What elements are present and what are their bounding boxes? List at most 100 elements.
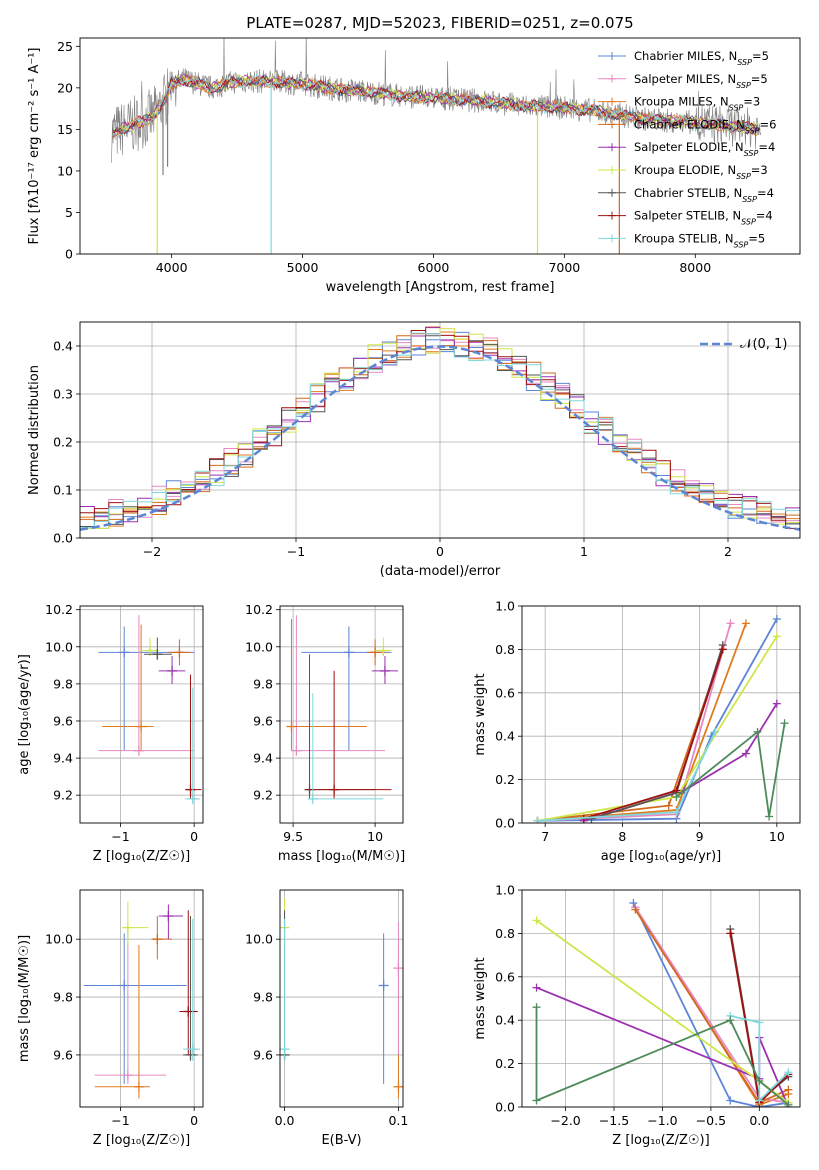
x-axis-label: age [log₁₀(age/yr)]	[601, 849, 722, 864]
x-tick-label: 1	[580, 544, 588, 559]
x-axis-label: (data-model)/error	[380, 564, 501, 579]
x-tick-label: −1	[111, 1113, 129, 1128]
y-tick-label: 10.0	[245, 639, 273, 654]
legend-label: Salpeter MILES, NSSP=5	[634, 72, 768, 90]
y-tick-label: 9.8	[53, 676, 73, 691]
y-tick-label: 0	[65, 247, 73, 262]
x-tick-label: 10	[769, 829, 785, 844]
y-tick-label: 9.4	[253, 751, 273, 766]
axes-frame	[79, 889, 204, 1108]
y-tick-label: 15	[57, 122, 73, 137]
y-tick-label: 0.3	[53, 387, 73, 402]
series-line	[634, 906, 789, 1104]
histogram-step	[80, 332, 800, 529]
plot-area-ebv_mass	[280, 898, 403, 1099]
legend-label: 𝒩(0, 1)	[740, 337, 787, 352]
axes-frame	[79, 605, 204, 824]
x-tick-label: 9.5	[283, 829, 303, 844]
plot-area-z_age	[98, 615, 202, 804]
axes-frame	[79, 37, 801, 255]
y-tick-label: 0.6	[495, 685, 515, 700]
plot-area-spectrum	[111, 38, 761, 254]
panel-residuals: −2 −1 0 1 2 0.0 0.1 0.2 0.3 0.4 (data-model)/error…	[27, 321, 801, 579]
x-axis-label: Z [log₁₀(Z/Z☉)]	[93, 849, 190, 864]
x-tick-label: 7000	[548, 260, 580, 275]
y-tick-label: 10.2	[245, 602, 273, 617]
y-axis-label: mass weight	[473, 957, 488, 1039]
series-line	[583, 649, 724, 820]
legend-label: Salpeter STELIB, NSSP=4	[634, 209, 773, 227]
legend-label: Chabrier MILES, NSSP=5	[634, 49, 769, 67]
panel-z_mass: −1 0 9.6 9.8 10.0 Z [log₁₀(Z/Z☉)] mass [log₁₀(…	[17, 889, 204, 1148]
model-spectrum-line	[112, 73, 759, 140]
series-line	[591, 644, 724, 820]
x-tick-label: 8000	[679, 260, 711, 275]
y-tick-label: 0.4	[495, 729, 515, 744]
y-tick-label: 0.8	[495, 926, 515, 941]
plot-area-z_weight	[532, 899, 793, 1107]
axes-frame	[521, 889, 801, 1108]
series-line	[634, 909, 789, 1104]
axes-frame	[521, 605, 801, 824]
axes-frame	[79, 321, 801, 539]
legend-label: Kroupa MILES, NSSP=3	[634, 95, 760, 113]
model-spectrum-line	[112, 74, 759, 135]
x-tick-label: 0	[436, 544, 444, 559]
y-tick-label: 10.0	[45, 639, 73, 654]
x-tick-label: −1	[287, 544, 305, 559]
y-tick-label: 9.2	[253, 788, 273, 803]
series-line	[675, 723, 786, 817]
y-tick-label: 10	[57, 163, 73, 178]
y-tick-label: 9.2	[53, 788, 73, 803]
model-spectrum-line	[112, 73, 759, 139]
x-tick-label: 7	[541, 829, 549, 844]
y-tick-label: 0.8	[495, 642, 515, 657]
model-spectrum-line	[112, 74, 759, 134]
x-tick-label: 0	[190, 1113, 198, 1128]
y-tick-label: 0.2	[495, 772, 515, 787]
plot-area-residuals	[80, 326, 800, 531]
series-line	[537, 623, 732, 822]
y-axis-label: age [log₁₀(age/yr)]	[17, 654, 32, 775]
y-tick-label: 10.0	[45, 932, 73, 947]
x-tick-label: 6000	[418, 260, 450, 275]
legend-label: Chabrier ELODIE, NSSP=6	[634, 117, 776, 135]
x-tick-label: −2	[143, 544, 161, 559]
axes-frame	[279, 889, 404, 1108]
y-tick-label: 0.2	[53, 435, 73, 450]
y-tick-label: 25	[57, 39, 73, 54]
y-tick-label: 0.4	[53, 339, 73, 354]
x-axis-label: mass [log₁₀(M/M☉)]	[278, 849, 405, 864]
x-tick-label: −1.0	[647, 1113, 677, 1128]
legend-label: Kroupa ELODIE, NSSP=3	[634, 163, 768, 181]
panel-spectrum: 4000 5000 6000 7000 8000 0 5 10 15 20 25 wavelength…	[27, 37, 801, 295]
x-tick-label: −1.5	[599, 1113, 629, 1128]
x-tick-label: 0	[190, 829, 198, 844]
x-tick-label: −2.0	[550, 1113, 580, 1128]
panel-mass_age: 9.5 10 9.2 9.4 9.6 9.8 10.0 10.2 mass [log₁₀(M/M…	[245, 602, 405, 864]
y-tick-label: 20	[57, 80, 73, 95]
axes-frame	[279, 605, 404, 824]
y-tick-label: 9.6	[253, 1047, 273, 1062]
y-tick-label: 9.8	[253, 990, 273, 1005]
x-tick-label: 9	[696, 829, 704, 844]
y-tick-label: 9.6	[53, 713, 73, 728]
y-tick-label: 10.0	[245, 932, 273, 947]
y-tick-label: 1.0	[495, 883, 515, 898]
y-tick-label: 0.4	[495, 1013, 515, 1028]
plot-layer: 4000 5000 6000 7000 80000510152025wavelength…	[17, 37, 801, 1148]
y-tick-label: 9.6	[53, 1047, 73, 1062]
y-tick-label: 9.4	[53, 751, 73, 766]
plot-area-mass_age	[286, 615, 399, 804]
x-axis-label: wavelength [Angstrom, rest frame]	[326, 280, 555, 295]
x-axis-label: E(B-V)	[321, 1133, 361, 1148]
y-tick-label: 9.8	[253, 676, 273, 691]
y-axis-label: Normed distribution	[27, 365, 42, 495]
x-tick-label: 8	[618, 829, 626, 844]
panel-z_weight: −2.0 −1.5 −1.0 −0.5 0.0 0.0 0.2 0.4 0.6 0.8 1.0 Z […	[473, 883, 801, 1148]
x-tick-label: −1	[111, 829, 129, 844]
x-tick-label: 10	[367, 829, 383, 844]
x-axis-label: Z [log₁₀(Z/Z☉)]	[93, 1133, 190, 1148]
figure-title: PLATE=0287, MJD=52023, FIBERID=0251, z=0…	[246, 14, 633, 32]
